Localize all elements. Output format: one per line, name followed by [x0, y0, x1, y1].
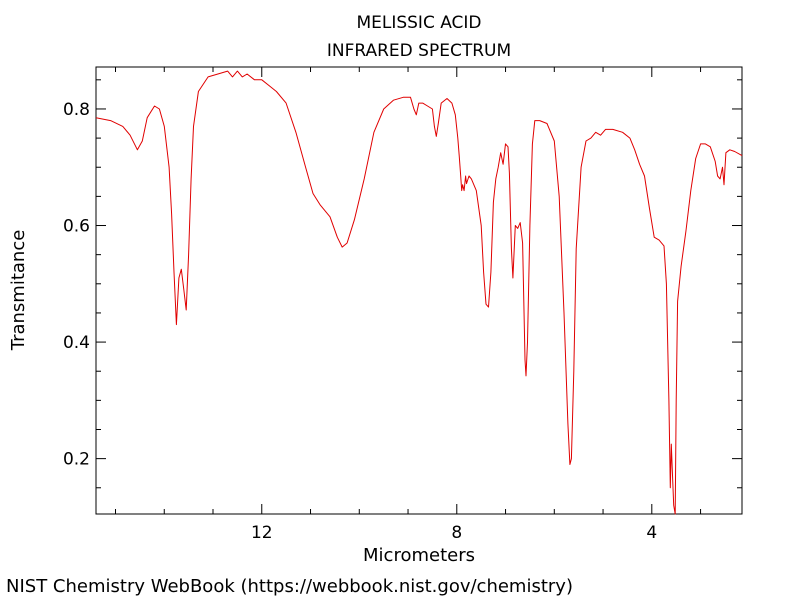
chart-title-line-1: MELISSIC ACID	[356, 13, 481, 33]
y-tick-label: 0.2	[63, 450, 90, 470]
x-axis-label: Micrometers	[363, 545, 475, 566]
chart-title-line-2: INFRARED SPECTRUM	[327, 41, 511, 61]
y-tick-label: 0.4	[63, 333, 90, 353]
y-axis-label: Transmitance	[8, 230, 29, 352]
spectrum-series-line	[95, 70, 743, 515]
y-tick-label: 0.6	[63, 217, 90, 237]
y-tick-label: 0.8	[63, 100, 90, 120]
plot-area: 12 8 4 0.2 0.4 0.6 0.8	[63, 66, 743, 543]
x-tick-label: 8	[451, 523, 462, 543]
plot-frame	[95, 66, 743, 515]
x-tick-label: 4	[646, 523, 657, 543]
x-tick-label: 12	[251, 523, 273, 543]
source-credit: NIST Chemistry WebBook (https://webbook.…	[6, 576, 573, 597]
